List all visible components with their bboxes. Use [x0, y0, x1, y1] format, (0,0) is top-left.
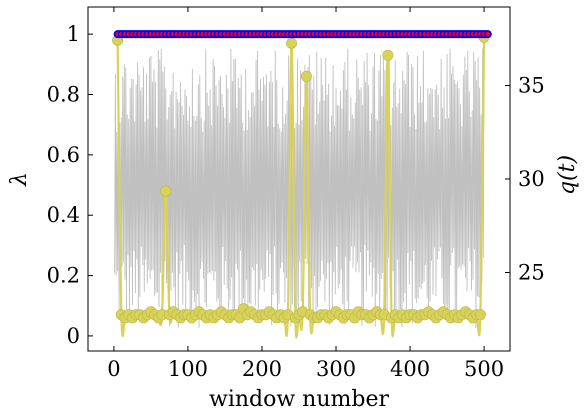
x-tick-label: 400	[390, 357, 430, 381]
y-tick-label: 1	[67, 22, 80, 46]
lambda-smoothed-point	[474, 309, 486, 321]
y-tick-label: 0.8	[47, 83, 80, 107]
y2-tick-label: 35	[518, 74, 545, 98]
y-axis-left: 0 0.2 0.4 0.6 0.8 1	[47, 22, 93, 348]
y-tick-label: 0.4	[47, 203, 80, 227]
lambda-smoothed-point	[300, 70, 312, 82]
lambda-smoothed-series-layer	[112, 31, 490, 339]
y-axis-right: 25 30 35	[505, 74, 545, 284]
q-series-line	[114, 48, 485, 329]
x-tick-label: 300	[316, 357, 356, 381]
y-tick-label: 0.6	[47, 143, 80, 167]
x-axis-label: window number	[209, 387, 389, 410]
lambda-constant-series-layer	[113, 30, 492, 39]
q-series-layer	[114, 48, 485, 329]
x-axis: 0 100 200 300 400 500	[107, 7, 504, 381]
y-tick-label: 0	[67, 324, 80, 348]
y-axis-label-right: q(t)	[555, 155, 580, 195]
y2-tick-label: 30	[518, 167, 545, 191]
lambda-smoothed-point	[286, 37, 298, 49]
x-tick-label: 500	[464, 357, 504, 381]
x-tick-label: 200	[242, 357, 282, 381]
lambda-smoothed-point	[382, 49, 394, 61]
y-axis-label-left: λ	[7, 172, 32, 187]
lambda-constant-point	[484, 30, 492, 38]
y-tick-label: 0.2	[47, 264, 80, 288]
x-tick-label: 0	[107, 357, 120, 381]
y2-tick-label: 25	[518, 260, 545, 284]
x-tick-label: 100	[168, 357, 208, 381]
lambda-smoothed-point	[160, 185, 172, 197]
